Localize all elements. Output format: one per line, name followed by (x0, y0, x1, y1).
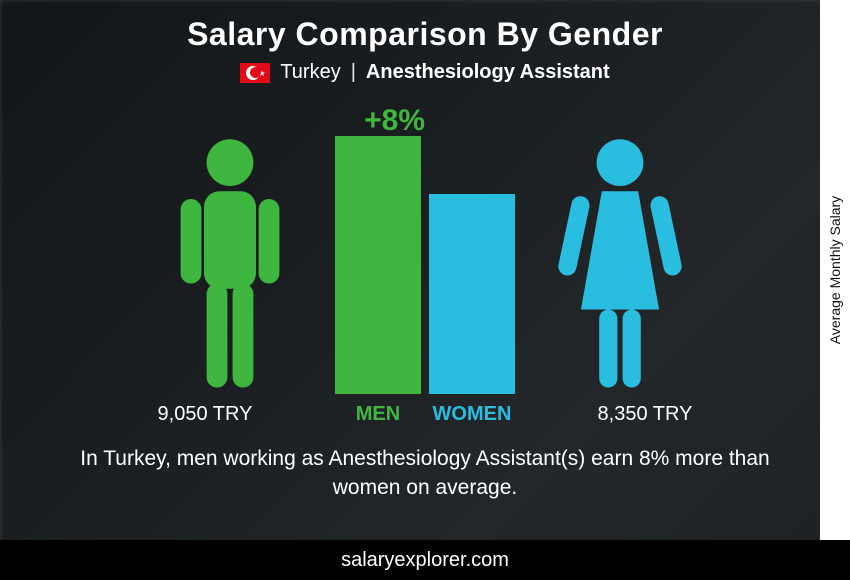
bar-men (335, 136, 421, 394)
job-title: Anesthesiology Assistant (366, 61, 610, 84)
bar-women (429, 194, 515, 394)
category-labels: MEN WOMEN (0, 403, 850, 426)
y-axis-label: Average Monthly Salary (827, 196, 843, 344)
separator: | (351, 61, 356, 84)
men-label: MEN (335, 403, 421, 426)
footer-bar: salaryexplorer.com (0, 540, 850, 580)
flag-star-icon: ★ (258, 70, 265, 78)
y-axis-label-strip: Average Monthly Salary (820, 0, 850, 540)
country-label: Turkey (280, 61, 340, 84)
footer-text: salaryexplorer.com (341, 549, 509, 571)
infographic-content: Salary Comparison By Gender ★ Turkey | A… (0, 0, 850, 580)
female-person-icon (555, 134, 685, 394)
women-label: WOMEN (429, 403, 515, 426)
bar-group (335, 136, 515, 394)
subtitle-row: ★ Turkey | Anesthesiology Assistant (0, 61, 850, 84)
chart-area: +8% 9,050 TRY 8,350 TRY MEN WOME (0, 94, 850, 434)
turkey-flag-icon: ★ (240, 63, 270, 83)
difference-badge: +8% (364, 104, 425, 138)
male-person-icon (165, 134, 295, 394)
page-title: Salary Comparison By Gender (0, 0, 850, 53)
summary-text: In Turkey, men working as Anesthesiology… (0, 434, 850, 503)
